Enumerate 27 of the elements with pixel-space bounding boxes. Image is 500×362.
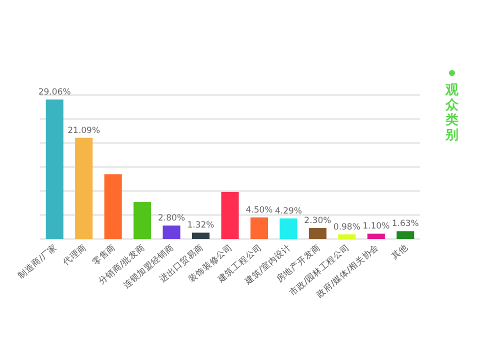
- bar: [250, 217, 268, 239]
- bar: [367, 234, 385, 239]
- x-tick-label: 制造商/厂家: [16, 242, 60, 282]
- bar: [75, 138, 93, 239]
- bar: [338, 234, 356, 239]
- data-label: 29.06%: [38, 88, 71, 98]
- bar: [104, 174, 122, 239]
- data-label: 4.50%: [246, 205, 273, 216]
- data-label: 1.63%: [392, 219, 419, 230]
- bar: [46, 100, 64, 239]
- bar: [192, 232, 210, 239]
- data-label: 0.98%: [333, 222, 360, 232]
- data-label: 21.09%: [68, 126, 100, 136]
- x-tick-label: 其他: [389, 242, 410, 262]
- legend: 观众类别: [446, 70, 458, 143]
- bar: [280, 218, 298, 239]
- data-label: 1.10%: [362, 222, 390, 232]
- data-label: 1.32%: [187, 220, 214, 231]
- bar: [134, 202, 152, 239]
- data-label: 4.29%: [274, 206, 302, 216]
- data-label: 2.80%: [158, 214, 186, 224]
- x-tick-label: 代理商: [60, 242, 89, 268]
- bar: [308, 228, 326, 239]
- bar: [396, 231, 414, 239]
- data-label: 2.30%: [304, 216, 332, 226]
- bar: [221, 192, 239, 239]
- bar: [162, 226, 180, 239]
